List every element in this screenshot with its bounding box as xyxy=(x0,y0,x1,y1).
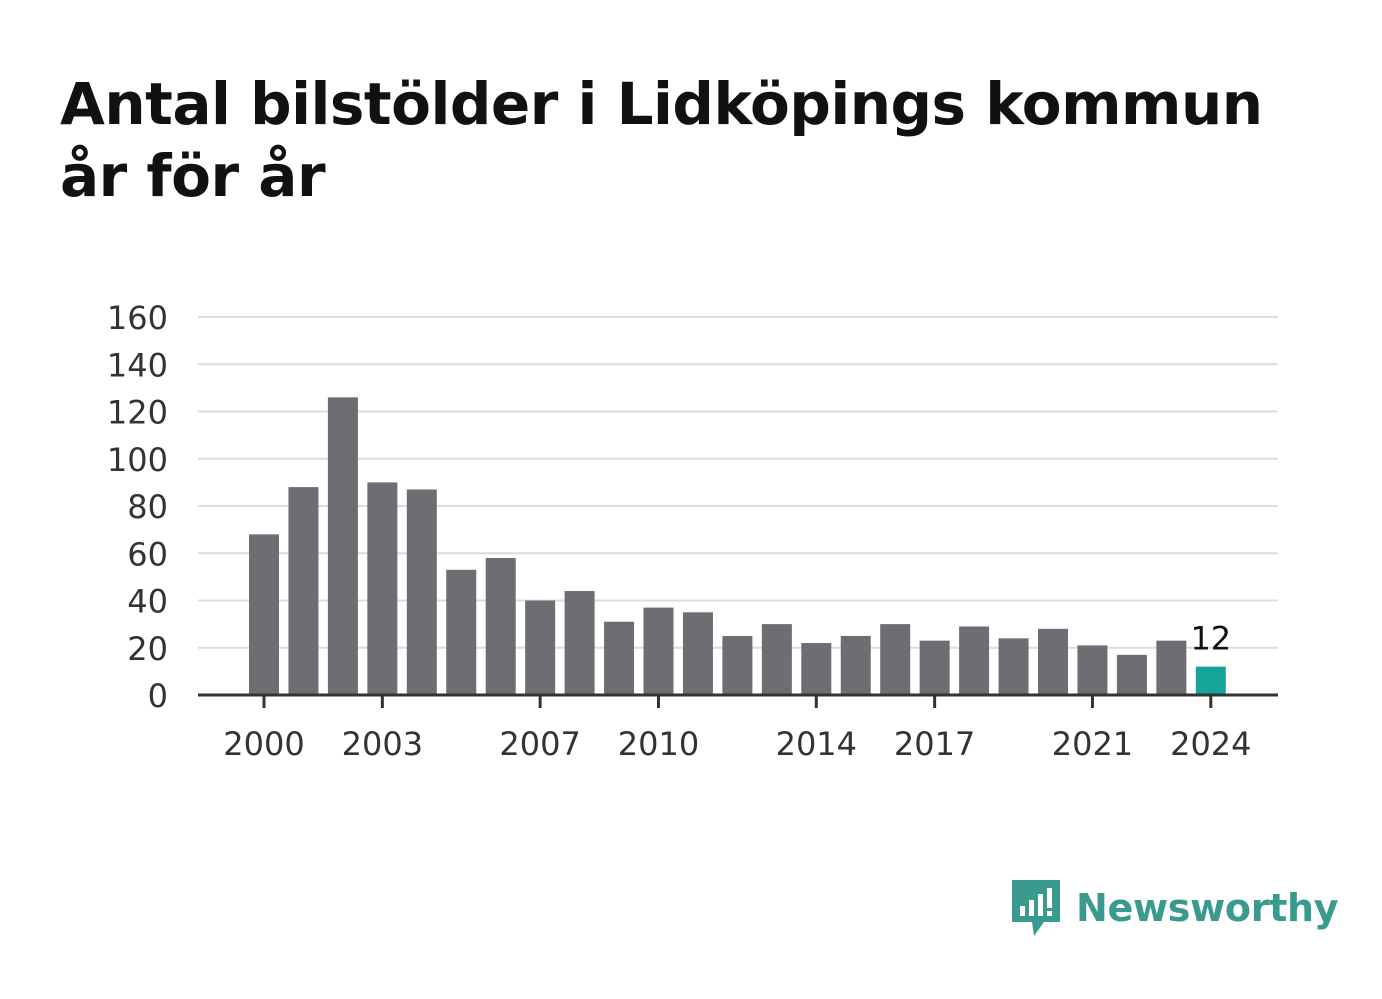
x-axis xyxy=(198,693,1278,708)
bar-2007 xyxy=(525,600,556,695)
brand-name: Newsworthy xyxy=(1076,886,1339,930)
bar-2005 xyxy=(446,569,477,695)
speech-bubble-bar-chart-icon xyxy=(1012,880,1060,936)
bar-2023 xyxy=(1156,640,1187,695)
bar-2000 xyxy=(249,534,279,695)
chart-title: Antal bilstölder i Lidköpings kommun år … xyxy=(60,70,1263,210)
bar-2010 xyxy=(643,607,674,695)
data-label-2024: 12 xyxy=(1190,620,1231,658)
x-tick-label-2010: 2010 xyxy=(618,725,699,763)
newsworthy-logo: Newsworthy xyxy=(1010,878,1339,938)
gridlines xyxy=(198,316,1278,649)
bar-2019 xyxy=(998,638,1029,695)
y-tick-label-120: 120 xyxy=(107,394,168,432)
bar-2015 xyxy=(840,635,871,695)
x-tick-label-2021: 2021 xyxy=(1052,725,1133,763)
bar-2016 xyxy=(880,624,911,695)
bar-2020 xyxy=(1038,628,1068,695)
y-tick-label-160: 160 xyxy=(107,299,168,337)
data-labels: 12 xyxy=(1190,620,1231,658)
x-tick-label-2017: 2017 xyxy=(894,725,975,763)
y-axis-tick-labels: 0 20 40 60 80 100 120 140 160 xyxy=(107,299,168,715)
bar-2017 xyxy=(919,640,950,695)
y-tick-label-60: 60 xyxy=(127,535,168,573)
x-tick-label-2007: 2007 xyxy=(499,725,580,763)
y-tick-label-80: 80 xyxy=(127,488,168,526)
bar-2001 xyxy=(288,487,319,695)
bar-2004 xyxy=(406,489,437,695)
bar-2013 xyxy=(761,624,792,695)
bar-2022 xyxy=(1116,654,1147,695)
y-tick-label-0: 0 xyxy=(148,677,168,715)
x-tick-label-2014: 2014 xyxy=(776,725,857,763)
x-tick-label-2024: 2024 xyxy=(1170,725,1251,763)
x-tick-label-2003: 2003 xyxy=(342,725,423,763)
y-tick-label-40: 40 xyxy=(127,583,168,621)
bar-2018 xyxy=(959,626,990,695)
x-axis-tick-labels: 2000 2003 2007 2010 2014 2017 2021 2024 xyxy=(223,725,1251,763)
bars xyxy=(249,397,1226,695)
bar-2006 xyxy=(485,557,516,695)
bar-2012 xyxy=(722,635,753,695)
bar-2014 xyxy=(801,643,832,695)
bar-2024 xyxy=(1195,666,1226,695)
bar-2008 xyxy=(564,591,595,695)
bar-2002 xyxy=(327,397,358,695)
bar-2021 xyxy=(1077,645,1108,695)
y-tick-label-20: 20 xyxy=(127,630,168,668)
bar-2011 xyxy=(682,612,713,695)
y-tick-label-100: 100 xyxy=(107,441,168,479)
y-tick-label-140: 140 xyxy=(107,346,168,384)
bar-2009 xyxy=(604,621,635,695)
bar-2003 xyxy=(367,482,398,695)
x-tick-label-2000: 2000 xyxy=(223,725,304,763)
